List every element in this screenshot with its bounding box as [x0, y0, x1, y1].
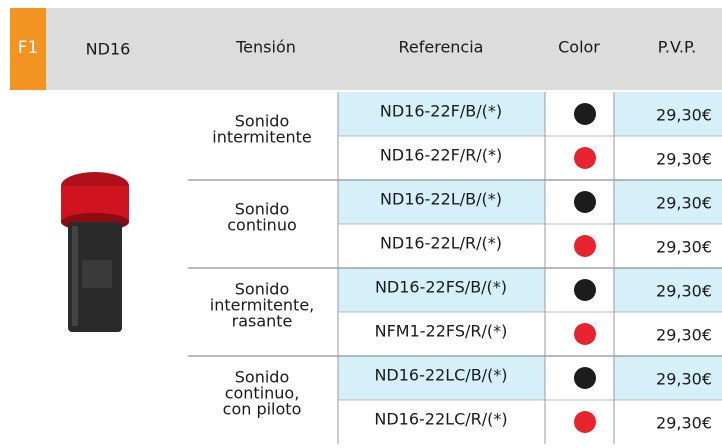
price: 29,30€	[656, 414, 712, 433]
ref-cell-bg	[338, 268, 545, 312]
tension: continuo,	[225, 384, 300, 403]
tension: Sonido	[235, 112, 289, 131]
reference: NFM1-22FS/R/(*)	[375, 322, 508, 341]
color-dot	[574, 235, 596, 257]
price: 29,30€	[656, 326, 712, 345]
tension: con piloto	[223, 400, 302, 419]
ref-cell-bg	[338, 92, 545, 136]
tag: F1	[18, 38, 39, 58]
price: 29,30€	[656, 150, 712, 169]
header-band	[10, 8, 722, 90]
color-dot	[574, 411, 596, 433]
price-cell-bg	[614, 92, 722, 136]
ref-cell-bg	[338, 180, 545, 224]
price-cell-bg	[614, 356, 722, 400]
column-header: Referencia	[399, 38, 484, 57]
reference: ND16-22FS/B/(*)	[375, 278, 507, 297]
color-dot	[574, 147, 596, 169]
tension: rasante	[232, 312, 293, 331]
column-header: P.V.P.	[658, 38, 696, 57]
color-dot	[574, 367, 596, 389]
price: 29,30€	[656, 106, 712, 125]
price: 29,30€	[656, 194, 712, 213]
color-dot	[574, 191, 596, 213]
color-dot	[574, 103, 596, 125]
reference: ND16-22L/B/(*)	[380, 190, 502, 209]
price: 29,30€	[656, 370, 712, 389]
ref-cell-bg	[338, 356, 545, 400]
price-cell-bg	[614, 268, 722, 312]
color-dot	[574, 323, 596, 345]
price-cell-bg	[614, 180, 722, 224]
tension: Sonido	[235, 280, 289, 299]
reference: ND16-22L/R/(*)	[380, 234, 502, 253]
tension: continuo	[227, 216, 297, 235]
tension: Sonido	[235, 200, 289, 219]
tension: intermitente,	[210, 296, 315, 315]
reference: ND16-22F/B/(*)	[380, 102, 502, 121]
product-image	[61, 172, 129, 332]
model: ND16	[86, 40, 131, 59]
reference: ND16-22F/R/(*)	[380, 146, 502, 165]
column-header: Color	[558, 38, 600, 57]
price: 29,30€	[656, 238, 712, 257]
price: 29,30€	[656, 282, 712, 301]
reference: ND16-22LC/B/(*)	[374, 366, 507, 385]
tension: intermitente	[212, 128, 311, 147]
column-header: Tensión	[235, 38, 296, 57]
tag-box	[10, 8, 46, 90]
tension: Sonido	[235, 368, 289, 387]
reference: ND16-22LC/R/(*)	[374, 410, 507, 429]
color-dot	[574, 279, 596, 301]
